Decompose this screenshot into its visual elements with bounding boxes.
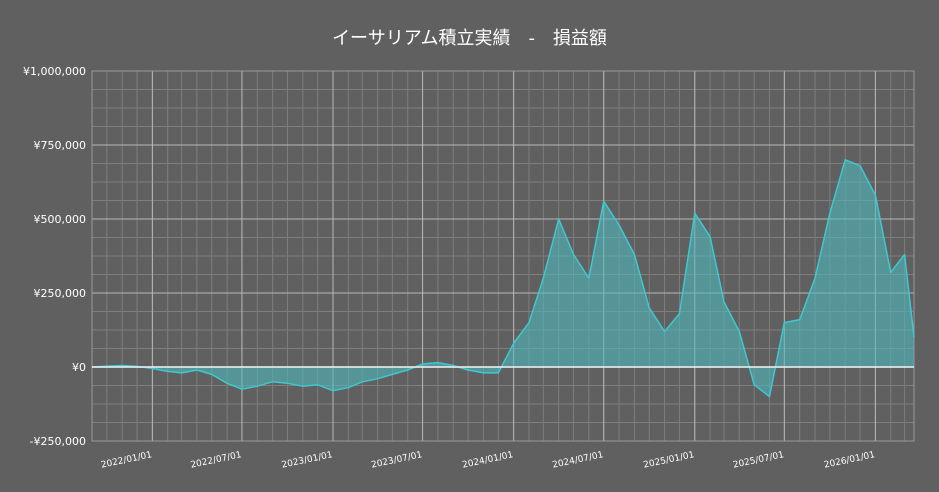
x-tick-label: 2023/07/01 [370, 450, 423, 471]
x-tick-label: 2025/07/01 [732, 450, 785, 471]
x-tick-label: 2024/01/01 [461, 450, 514, 471]
x-tick-label: 2024/07/01 [552, 450, 605, 471]
x-tick-label: 2022/07/01 [190, 450, 243, 471]
y-tick-label: -¥250,000 [30, 435, 86, 448]
x-tick-label: 2025/01/01 [643, 450, 696, 471]
series-line [91, 159, 915, 398]
x-tick-label: 2023/01/01 [281, 450, 334, 471]
chart-title: イーサリアム積立実績 - 損益額 [332, 28, 607, 49]
x-tick-label: 2022/01/01 [100, 450, 153, 471]
y-tick-label: ¥750,000 [34, 139, 87, 152]
x-tick-label: 2026/01/01 [823, 450, 876, 471]
y-tick-label: ¥250,000 [34, 287, 87, 300]
y-tick-label: ¥1,000,000 [23, 65, 86, 78]
series-area [92, 159, 914, 397]
plot-frame [91, 70, 915, 442]
y-tick-label: ¥500,000 [34, 213, 87, 226]
y-tick-label: ¥0 [72, 361, 86, 374]
